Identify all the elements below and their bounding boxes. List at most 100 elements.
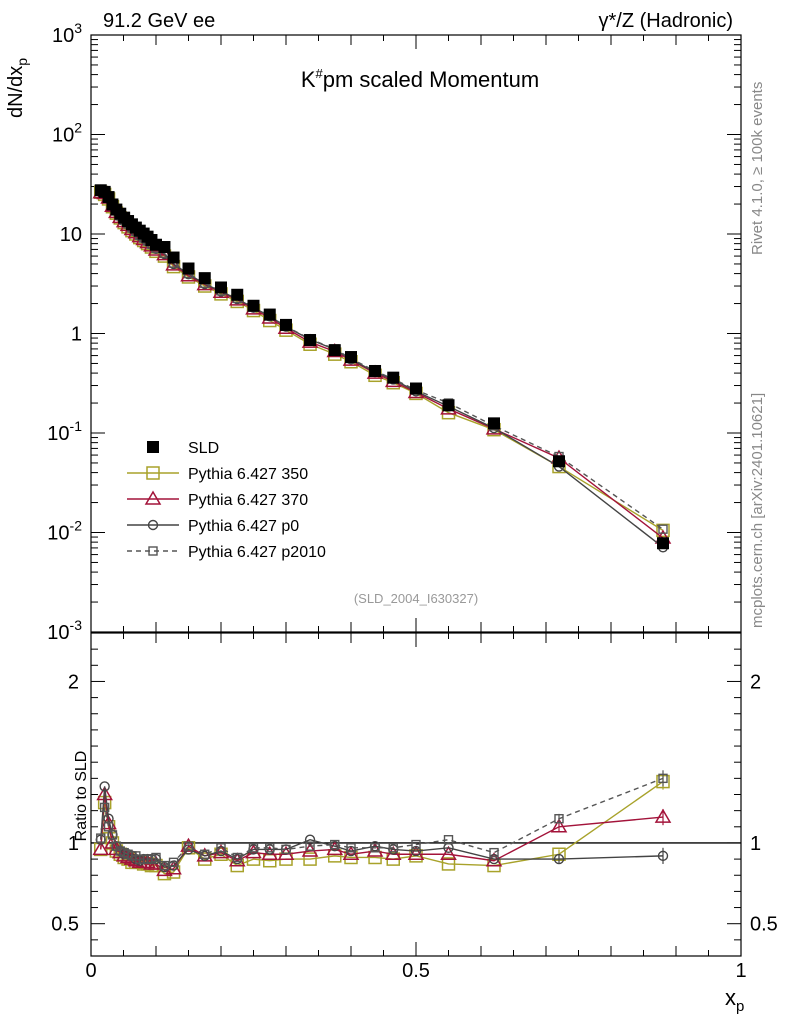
data-point xyxy=(96,833,106,843)
tick-base: 10 xyxy=(47,622,69,644)
data-point xyxy=(147,519,159,531)
data-point xyxy=(146,466,160,480)
data-point xyxy=(488,853,500,865)
ratio-y-ticks: 0.5 0.5 1 1 2 2 xyxy=(51,648,778,941)
data-point xyxy=(440,845,457,861)
main-title: K#pm scaled Momentum xyxy=(301,66,539,92)
mcplots-label: mcplots.cern.ch [arXiv:2401.10621] xyxy=(749,393,766,628)
tick-base: 10 xyxy=(52,125,74,147)
title-hash: # xyxy=(316,66,324,81)
main-y-tick-label: 10-1 xyxy=(47,418,82,445)
data-point xyxy=(369,364,382,377)
xlabel-main: x xyxy=(725,985,736,1010)
tick-base: 10 xyxy=(47,423,69,445)
data-point xyxy=(654,808,672,823)
data-point xyxy=(658,524,668,534)
x-axis-label: xp xyxy=(725,985,744,1015)
data-point xyxy=(147,441,159,453)
data-point xyxy=(168,857,179,868)
data-point xyxy=(658,773,668,784)
data-point xyxy=(107,830,118,840)
legend-label: Pythia 6.427 350 xyxy=(188,466,308,483)
reference-label: (SLD_2004_I630327) xyxy=(354,591,478,606)
data-point xyxy=(167,251,180,264)
main-y-tick-label: 10-2 xyxy=(47,518,82,545)
data-point xyxy=(265,843,275,853)
ylabel-sub: p xyxy=(14,58,30,66)
data-point xyxy=(215,281,227,294)
ratio-panel: Ratio to SLD 0.5 0.51 12 2 0 0.5 1 xp xyxy=(51,632,778,1015)
legend-item: Pythia 6.427 p2010 xyxy=(127,544,326,561)
legend-label: SLD xyxy=(188,440,219,457)
series-line xyxy=(100,191,664,531)
legend-label: Pythia 6.427 370 xyxy=(188,492,308,509)
data-point xyxy=(151,852,161,863)
main-series-pythia-6-427-370 xyxy=(92,184,672,544)
data-point xyxy=(656,523,670,538)
data-point xyxy=(410,845,422,857)
data-point xyxy=(411,839,421,850)
data-point xyxy=(441,857,456,871)
data-point xyxy=(305,841,315,851)
data-point xyxy=(99,802,110,813)
title-k: K xyxy=(301,67,316,92)
ratio-series-pythia-6-427-350 xyxy=(94,773,670,881)
data-point xyxy=(489,847,499,858)
main-y-tick-label: 10 xyxy=(60,224,82,246)
main-y-tick-label: 103 xyxy=(52,20,82,47)
data-point xyxy=(231,288,244,301)
x-tick-label: 0.5 xyxy=(402,960,430,982)
main-panel: K#pm scaled Momentum dN/dxp 10-310-210-1… xyxy=(5,20,742,644)
data-point xyxy=(158,241,171,254)
data-point xyxy=(443,835,454,845)
data-point xyxy=(248,843,259,853)
main-frame xyxy=(90,34,742,633)
data-point xyxy=(387,371,400,384)
header-left: 91.2 GeV ee xyxy=(103,10,215,32)
data-point xyxy=(553,853,565,865)
data-point xyxy=(388,843,398,853)
data-point xyxy=(247,299,260,312)
main-ylabel: dN/dxp xyxy=(5,58,30,118)
ratio-y-tick-label: 2 xyxy=(68,671,79,693)
data-point xyxy=(148,546,158,556)
data-point xyxy=(442,399,455,412)
x-tick-label: 1 xyxy=(735,960,746,982)
legend-item: SLD xyxy=(147,440,219,457)
data-point xyxy=(183,841,194,851)
main-y-tick-label: 1 xyxy=(71,324,82,346)
series-line xyxy=(100,190,664,548)
legend-item: Pythia 6.427 370 xyxy=(127,490,308,509)
data-point xyxy=(263,308,276,321)
legend-label: Pythia 6.427 p2010 xyxy=(188,544,326,561)
ratio-ylabel: Ratio to SLD xyxy=(73,751,90,842)
data-point xyxy=(409,849,423,863)
series-line xyxy=(100,192,664,539)
tick-base: 10 xyxy=(47,523,69,545)
data-point xyxy=(550,818,568,833)
data-point xyxy=(198,272,211,285)
main-series xyxy=(92,184,672,553)
xlabel-sub: p xyxy=(736,998,744,1015)
main-series-pythia-6-427-p0 xyxy=(95,185,669,553)
data-point xyxy=(554,814,564,824)
data-point xyxy=(182,262,195,275)
ratio-series xyxy=(92,770,672,881)
data-point xyxy=(330,839,340,850)
data-point xyxy=(304,834,316,845)
data-point xyxy=(553,455,565,468)
main-series-sld xyxy=(94,184,669,550)
data-point xyxy=(370,843,380,853)
legend: SLD Pythia 6.427 350 Pythia 6.427 370 Pythi… xyxy=(127,440,326,561)
data-point xyxy=(328,344,341,357)
tick-exp: 2 xyxy=(74,120,82,136)
data-point xyxy=(280,318,292,331)
title-rest: pm scaled Momentum xyxy=(323,67,539,92)
data-point xyxy=(144,490,162,505)
data-point xyxy=(488,417,500,430)
ratio-series-pythia-6-427-p2010 xyxy=(96,770,668,871)
main-x-ticks xyxy=(90,35,742,632)
data-point xyxy=(96,786,113,801)
legend-label: Pythia 6.427 p0 xyxy=(188,518,299,535)
